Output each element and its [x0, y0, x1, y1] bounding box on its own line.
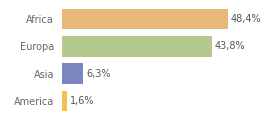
Text: 43,8%: 43,8% [215, 41, 245, 51]
Text: 48,4%: 48,4% [230, 14, 261, 24]
Bar [62, 63, 83, 84]
Bar [62, 36, 212, 57]
Text: 6,3%: 6,3% [86, 69, 111, 79]
Bar [62, 91, 67, 111]
Text: 1,6%: 1,6% [70, 96, 94, 106]
Bar [62, 9, 228, 29]
